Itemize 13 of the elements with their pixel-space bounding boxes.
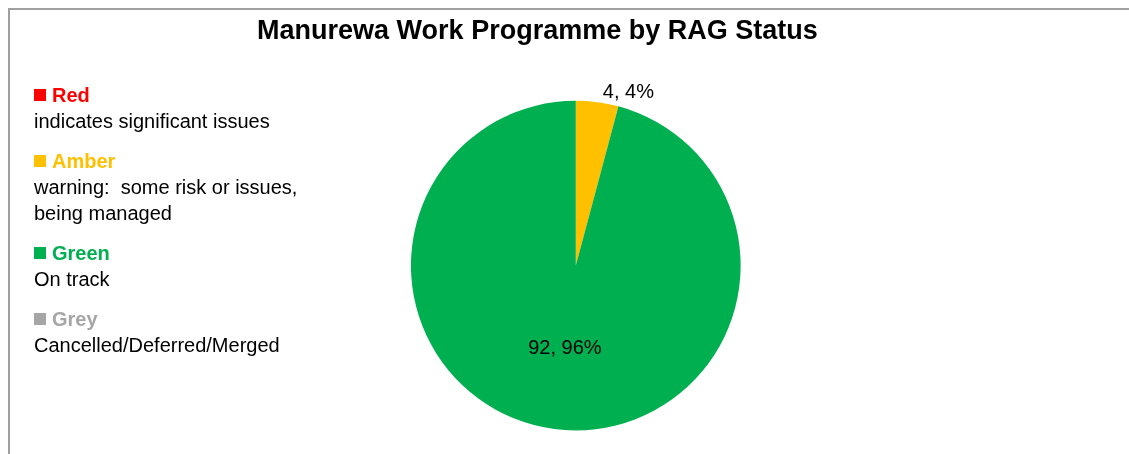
legend-label: Green (52, 241, 110, 266)
legend-label: Amber (52, 149, 116, 174)
pie-slice (411, 100, 741, 431)
pie-slice (575, 100, 619, 266)
text: warning: some risk or issues, being managed (34, 175, 299, 226)
legend-label: Red (52, 83, 90, 108)
text: On track (34, 267, 111, 292)
chart-title: Manurewa Work Programme by RAG Status (257, 15, 818, 46)
text: Cancelled/Deferred/Merged (34, 333, 281, 358)
data-label: 4, 4% (602, 80, 655, 103)
text: indicates significant issues (34, 109, 271, 134)
legend-label: Grey (52, 307, 98, 332)
data-label: 92, 96% (528, 336, 602, 359)
